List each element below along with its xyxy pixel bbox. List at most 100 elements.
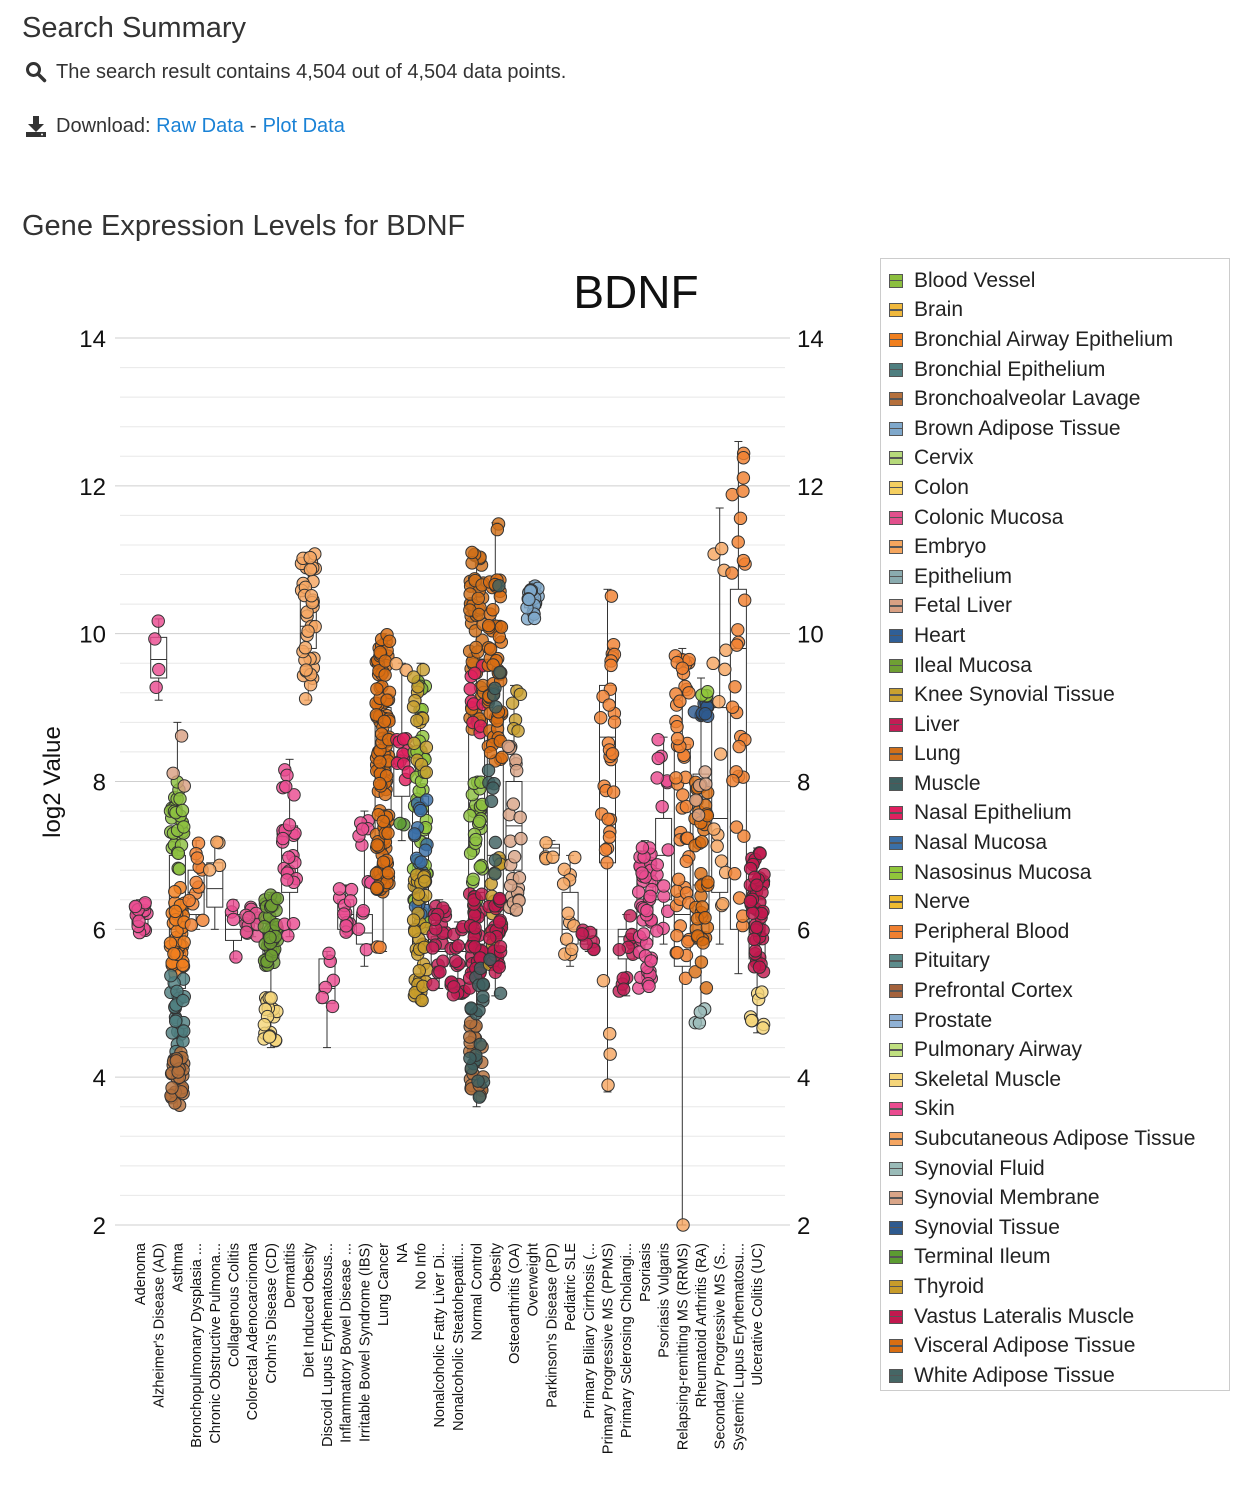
data-point[interactable] bbox=[483, 952, 497, 967]
data-point[interactable] bbox=[264, 949, 279, 963]
data-point[interactable] bbox=[598, 843, 613, 857]
data-point[interactable] bbox=[503, 878, 518, 893]
legend-item[interactable]: Fetal Liver bbox=[889, 592, 1229, 622]
data-point[interactable] bbox=[522, 592, 536, 607]
data-point[interactable] bbox=[750, 878, 764, 892]
data-point[interactable] bbox=[753, 846, 767, 861]
data-point[interactable] bbox=[700, 685, 715, 699]
data-point[interactable] bbox=[602, 698, 616, 712]
legend-item[interactable]: Blood Vessel bbox=[889, 266, 1229, 296]
data-point[interactable] bbox=[492, 960, 506, 974]
data-point[interactable] bbox=[343, 894, 358, 908]
data-point[interactable] bbox=[298, 641, 313, 655]
data-point[interactable] bbox=[406, 700, 421, 714]
data-point[interactable] bbox=[174, 729, 189, 743]
data-point[interactable] bbox=[466, 872, 480, 886]
data-point[interactable] bbox=[725, 700, 740, 714]
data-point[interactable] bbox=[737, 593, 752, 607]
legend-item[interactable]: Thyroid bbox=[889, 1272, 1229, 1302]
data-point[interactable] bbox=[695, 835, 709, 849]
legend-item[interactable]: Embryo bbox=[889, 532, 1229, 562]
legend-item[interactable]: Colon bbox=[889, 473, 1229, 503]
data-point[interactable] bbox=[736, 451, 751, 465]
data-point[interactable] bbox=[568, 850, 582, 865]
data-point[interactable] bbox=[415, 993, 429, 1008]
data-point[interactable] bbox=[488, 867, 502, 881]
data-point[interactable] bbox=[370, 682, 384, 696]
data-point[interactable] bbox=[694, 955, 709, 969]
data-point[interactable] bbox=[752, 960, 767, 974]
data-point[interactable] bbox=[744, 1013, 759, 1028]
data-point[interactable] bbox=[623, 909, 637, 923]
legend-item[interactable]: White Adipose Tissue bbox=[889, 1361, 1229, 1391]
data-point[interactable] bbox=[419, 765, 433, 780]
legend-item[interactable]: Nerve bbox=[889, 887, 1229, 917]
legend-item[interactable]: Muscle bbox=[889, 769, 1229, 799]
data-point[interactable] bbox=[650, 771, 664, 785]
data-point[interactable] bbox=[242, 910, 256, 925]
data-point[interactable] bbox=[657, 879, 671, 893]
data-point[interactable] bbox=[210, 835, 224, 849]
legend-item[interactable]: Lung bbox=[889, 740, 1229, 770]
data-point[interactable] bbox=[730, 638, 744, 652]
data-point[interactable] bbox=[561, 906, 575, 921]
data-point[interactable] bbox=[359, 942, 374, 957]
data-point[interactable] bbox=[527, 611, 542, 626]
data-point[interactable] bbox=[175, 803, 190, 818]
data-point[interactable] bbox=[425, 941, 440, 955]
data-point[interactable] bbox=[699, 981, 714, 995]
legend-item[interactable]: Liver bbox=[889, 710, 1229, 740]
data-point[interactable] bbox=[557, 862, 572, 877]
data-point[interactable] bbox=[486, 603, 500, 617]
data-point[interactable] bbox=[463, 682, 477, 696]
data-point[interactable] bbox=[635, 866, 649, 880]
legend-item[interactable]: Nasal Mucosa bbox=[889, 828, 1229, 858]
data-point[interactable] bbox=[378, 668, 392, 682]
data-point[interactable] bbox=[380, 693, 394, 707]
data-point[interactable] bbox=[546, 850, 560, 864]
data-point[interactable] bbox=[606, 785, 621, 799]
data-point[interactable] bbox=[593, 711, 608, 725]
legend-item[interactable]: Peripheral Blood bbox=[889, 917, 1229, 947]
data-point[interactable] bbox=[644, 954, 658, 968]
data-point[interactable] bbox=[755, 985, 769, 999]
data-point[interactable] bbox=[575, 927, 589, 941]
data-point[interactable] bbox=[736, 553, 751, 568]
data-point[interactable] bbox=[483, 931, 497, 945]
legend-item[interactable]: Prostate bbox=[889, 1006, 1229, 1036]
data-point[interactable] bbox=[168, 884, 182, 899]
data-point[interactable] bbox=[670, 928, 684, 943]
data-point[interactable] bbox=[488, 835, 503, 850]
data-point[interactable] bbox=[279, 779, 293, 794]
data-point[interactable] bbox=[726, 773, 740, 788]
data-point[interactable] bbox=[481, 763, 496, 777]
data-point[interactable] bbox=[696, 936, 710, 950]
data-point[interactable] bbox=[676, 788, 690, 802]
legend-item[interactable]: Synovial Membrane bbox=[889, 1183, 1229, 1213]
data-point[interactable] bbox=[471, 591, 485, 606]
data-point[interactable] bbox=[370, 838, 384, 852]
data-point[interactable] bbox=[377, 714, 392, 729]
data-point[interactable] bbox=[712, 694, 726, 709]
data-point[interactable] bbox=[635, 841, 650, 855]
data-point[interactable] bbox=[689, 793, 703, 807]
data-point[interactable] bbox=[701, 875, 715, 889]
data-point[interactable] bbox=[149, 680, 163, 695]
data-point[interactable] bbox=[298, 692, 313, 706]
data-point[interactable] bbox=[344, 882, 359, 897]
data-point[interactable] bbox=[748, 944, 763, 958]
data-point[interactable] bbox=[172, 862, 187, 876]
data-point[interactable] bbox=[152, 662, 166, 677]
data-point[interactable] bbox=[698, 706, 712, 721]
data-point[interactable] bbox=[488, 681, 502, 695]
data-point[interactable] bbox=[286, 916, 301, 931]
data-point[interactable] bbox=[167, 947, 181, 961]
data-point[interactable] bbox=[671, 872, 686, 887]
data-point[interactable] bbox=[493, 665, 507, 680]
data-point[interactable] bbox=[713, 747, 728, 761]
data-point[interactable] bbox=[693, 1005, 707, 1019]
data-point[interactable] bbox=[426, 977, 440, 992]
data-point[interactable] bbox=[670, 731, 685, 746]
data-point[interactable] bbox=[603, 1047, 617, 1061]
data-point[interactable] bbox=[670, 946, 684, 960]
